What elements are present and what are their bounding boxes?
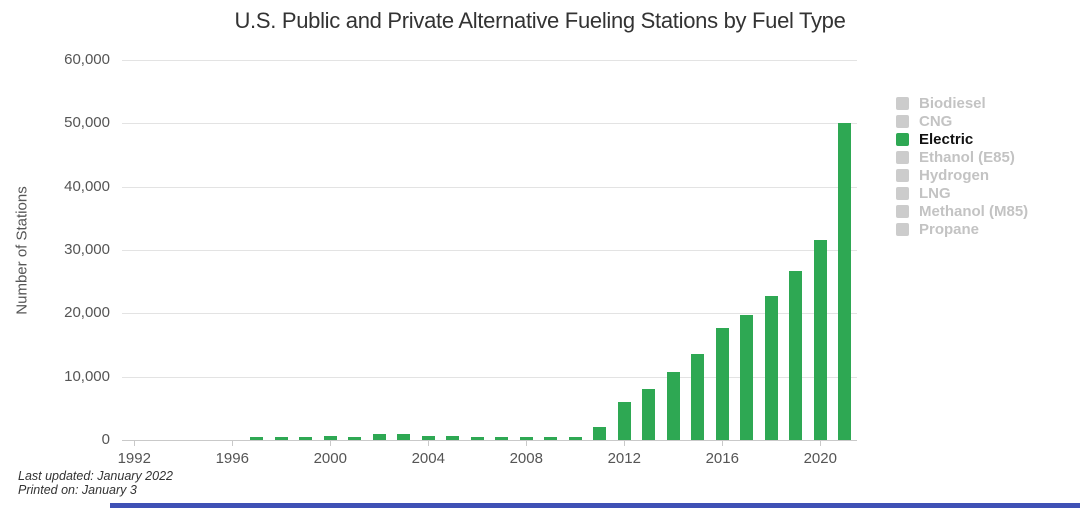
legend-label: Hydrogen	[919, 166, 990, 184]
bar-2004[interactable]	[421, 435, 435, 440]
legend-swatch	[896, 222, 909, 236]
gridline	[122, 376, 857, 378]
bottom-blue-strip	[110, 503, 1080, 508]
bar-2009[interactable]	[544, 437, 558, 440]
legend-item-propane[interactable]: Propane	[896, 220, 1028, 238]
legend-label: CNG	[919, 112, 953, 130]
x-tick-label: 2020	[803, 450, 837, 467]
bar-2020[interactable]	[813, 239, 827, 440]
legend-swatch	[896, 204, 909, 218]
x-tick-label: 1996	[215, 450, 249, 467]
chart-footer: Last updated: January 2022 Printed on: J…	[18, 469, 173, 497]
last-updated-note: Last updated: January 2022	[18, 469, 173, 483]
gridline	[122, 250, 857, 251]
legend-label: Methanol (M85)	[919, 202, 1029, 220]
bar-2012[interactable]	[617, 402, 631, 440]
bar-2010[interactable]	[568, 436, 582, 440]
x-tick-label: 2016	[705, 450, 739, 467]
legend-swatch	[896, 168, 909, 182]
bar-2015[interactable]	[691, 353, 705, 440]
legend-swatch	[896, 132, 909, 146]
bar-2021[interactable]	[838, 123, 852, 440]
bar-1997[interactable]	[250, 437, 264, 440]
legend-item-lng[interactable]: LNG	[896, 184, 1028, 202]
gridline	[122, 186, 857, 188]
legend-label: Propane	[919, 220, 980, 238]
bar-2016[interactable]	[715, 327, 729, 440]
bar-2003[interactable]	[397, 434, 411, 440]
bar-2000[interactable]	[323, 435, 337, 440]
bar-2005[interactable]	[446, 435, 460, 440]
legend-item-cng[interactable]: CNG	[896, 112, 1028, 130]
x-tick	[232, 440, 234, 446]
x-axis-line	[122, 440, 857, 441]
x-tick	[722, 440, 724, 446]
x-tick	[624, 440, 626, 446]
bar-1998[interactable]	[274, 437, 288, 440]
x-tick	[820, 440, 822, 446]
legend-swatch	[896, 150, 909, 164]
x-tick	[526, 440, 528, 446]
legend-swatch	[896, 186, 909, 200]
bar-2018[interactable]	[764, 295, 778, 440]
legend-item-hydrogen[interactable]: Hydrogen	[896, 166, 1028, 184]
x-tick	[428, 440, 430, 446]
x-tick-label: 2000	[313, 450, 347, 467]
x-tick	[134, 440, 136, 446]
legend-item-electric[interactable]: Electric	[896, 130, 1028, 148]
bar-2014[interactable]	[666, 372, 680, 440]
legend-item-biodiesel[interactable]: Biodiesel	[896, 94, 1028, 112]
legend-label: Electric	[919, 130, 974, 148]
x-tick-label: 2012	[607, 450, 641, 467]
x-tick-label: 2004	[411, 450, 445, 467]
x-tick	[330, 440, 332, 446]
printed-on-note: Printed on: January 3	[18, 483, 137, 497]
chart-title: U.S. Public and Private Alternative Fuel…	[234, 8, 846, 33]
bar-2006[interactable]	[470, 437, 484, 440]
bar-2002[interactable]	[372, 433, 386, 440]
x-tick-label: 1992	[117, 450, 151, 467]
bar-2008[interactable]	[519, 437, 533, 440]
legend: Biodiesel CNG Electric Ethanol (E85) Hydroge…	[896, 94, 1028, 238]
bar-2007[interactable]	[495, 437, 509, 440]
y-axis-title: Number of Stations	[12, 60, 32, 440]
x-tick-label: 2008	[509, 450, 543, 467]
bar-2001[interactable]	[348, 436, 362, 440]
bar-1999[interactable]	[299, 437, 313, 440]
legend-item-ethanol-e85[interactable]: Ethanol (E85)	[896, 148, 1028, 166]
gridline	[122, 313, 857, 315]
legend-swatch	[896, 96, 909, 110]
bar-2019[interactable]	[789, 270, 803, 440]
legend-label: Biodiesel	[919, 94, 986, 112]
gridline	[122, 60, 857, 61]
bar-2011[interactable]	[593, 427, 607, 440]
plot-area	[122, 60, 857, 446]
y-axis-title-text: Number of Stations	[13, 185, 31, 315]
legend-label: Ethanol (E85)	[919, 148, 1015, 166]
legend-item-methanol-m85[interactable]: Methanol (M85)	[896, 202, 1028, 220]
legend-swatch	[896, 114, 909, 128]
legend-label: LNG	[919, 184, 951, 202]
gridline	[122, 123, 857, 125]
bar-2017[interactable]	[740, 315, 754, 440]
bar-2013[interactable]	[642, 389, 656, 440]
